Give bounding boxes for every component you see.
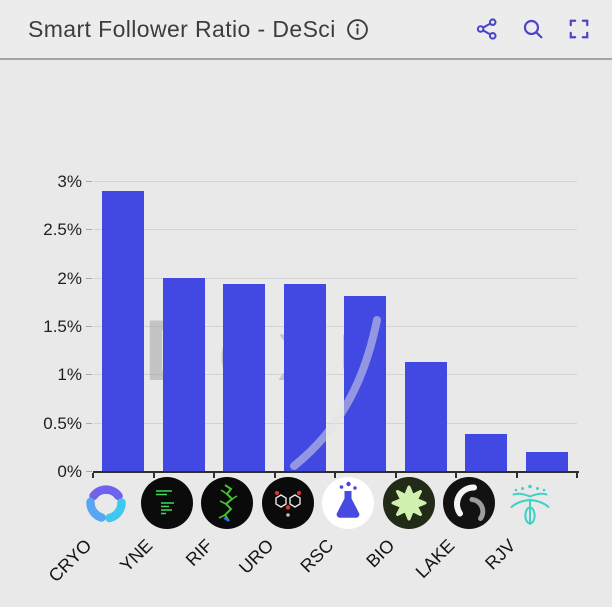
header-actions (476, 18, 590, 40)
y-axis-label: 1% (57, 365, 82, 385)
x-axis-tick (92, 473, 94, 478)
bar-RIF[interactable] (223, 284, 266, 471)
uro-token-icon (261, 477, 314, 529)
x-axis-line (93, 471, 579, 473)
bar-chart-area: Dexu 3% 2.5% 2% 1.5% 1% 0.5% 0% CRYO YNE RIF URO RS… (0, 62, 612, 607)
bar-RSC[interactable] (344, 296, 387, 471)
title-row: Smart Follower Ratio - DeSci (28, 16, 369, 43)
x-axis-tick (576, 473, 578, 478)
y-axis-label: 2% (57, 268, 82, 288)
y-axis-tick (86, 326, 92, 327)
bar-URO[interactable] (283, 284, 326, 471)
bar-YNE[interactable] (162, 277, 205, 471)
rif-token-icon (201, 477, 253, 529)
bar-RJV[interactable] (525, 451, 568, 471)
y-axis-label: 0% (57, 462, 82, 481)
y-axis-tick (86, 422, 92, 424)
y-axis-tick (86, 277, 92, 279)
info-icon[interactable] (346, 18, 369, 41)
search-icon[interactable] (522, 18, 544, 40)
y-axis-label: 1.5% (43, 317, 82, 336)
gridline (93, 229, 577, 231)
lake-token-icon (443, 477, 495, 529)
x-axis-tick (152, 473, 155, 478)
cryo-token-icon (80, 477, 132, 529)
x-axis-tick (273, 473, 276, 478)
rsc-token-icon (322, 477, 374, 529)
bar-CRYO[interactable] (102, 190, 145, 471)
bar-LAKE[interactable] (465, 434, 508, 471)
y-axis-label: 0.5% (43, 413, 82, 433)
x-axis-tick (394, 473, 397, 478)
y-axis-tick (86, 229, 92, 231)
y-axis-label: 3% (57, 172, 82, 191)
yne-token-icon (140, 477, 193, 529)
x-axis-tick (334, 473, 336, 478)
rjv-token-icon (504, 477, 556, 529)
x-axis-tick (455, 473, 457, 478)
gridline (93, 277, 577, 279)
gridline (93, 181, 577, 182)
y-axis-tick (86, 471, 92, 472)
fullscreen-icon[interactable] (568, 18, 590, 40)
x-axis-tick (515, 473, 518, 478)
y-axis-tick (86, 374, 92, 376)
widget-header: Smart Follower Ratio - DeSci (0, 0, 612, 60)
bar-BIO[interactable] (404, 361, 447, 471)
x-axis-tick (213, 473, 215, 478)
y-axis-tick (86, 181, 92, 182)
bio-token-icon (382, 477, 435, 529)
page-title: Smart Follower Ratio - DeSci (28, 15, 336, 42)
share-icon[interactable] (476, 18, 498, 40)
y-axis-label: 2.5% (43, 220, 82, 240)
